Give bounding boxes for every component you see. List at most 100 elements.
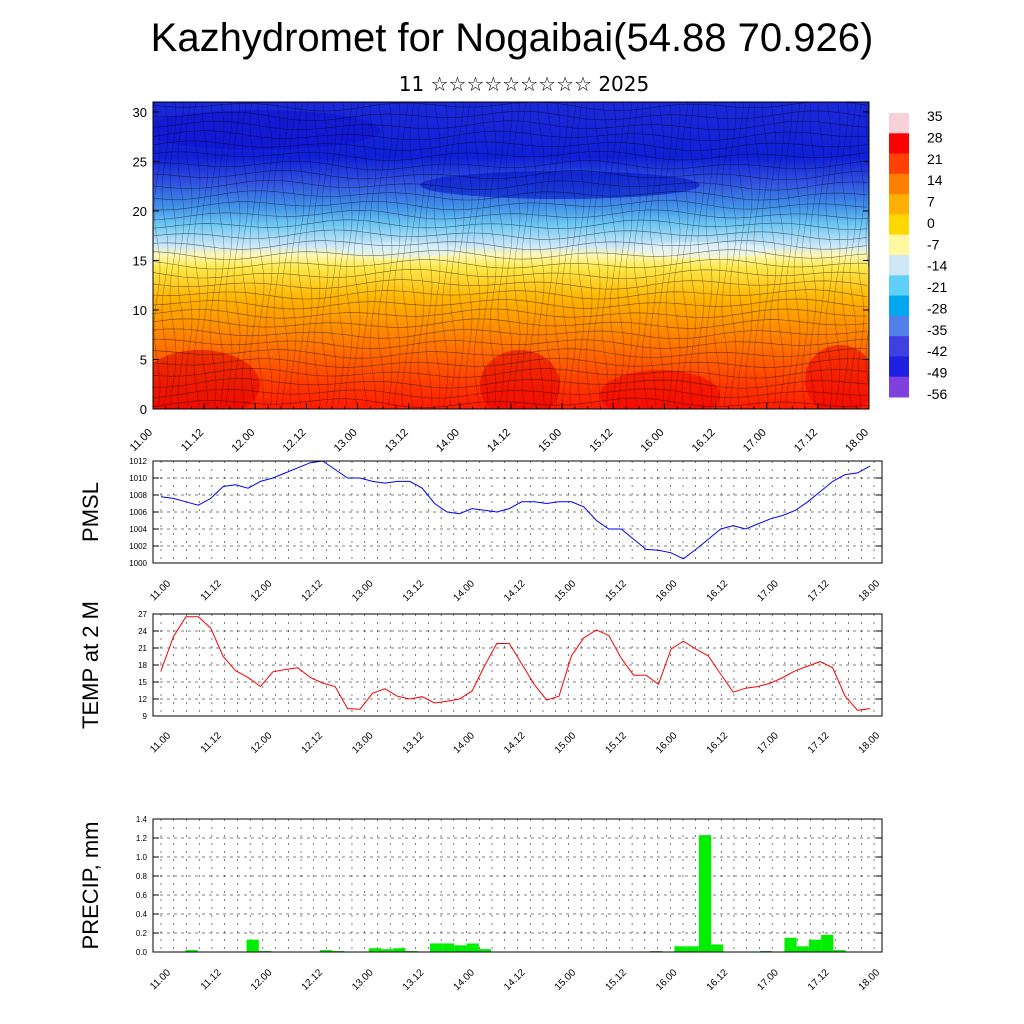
colorbar-swatch [889,315,909,337]
wind-streamline [153,110,868,121]
x-tick-label: 17.12 [806,730,832,756]
wind-streamline [153,289,868,300]
y-tick-label: 20 [133,204,147,219]
wind-barb-column [801,102,809,407]
heatmap-panel: 0 5 10 15 20 25 30 11.00 11.12 12.00 12.12 13.00 13… [128,101,871,455]
wind-barb-column [561,102,569,407]
precip-bar [185,950,198,952]
colorbar-swatch [889,113,909,134]
wind-barb-column [641,102,649,407]
colorbar-label: -14 [927,258,947,274]
wind-barb-column [769,102,777,407]
x-tick-label: 16.12 [705,967,731,993]
x-tick-label: 12.00 [249,578,275,604]
x-tick-label: 14.00 [434,427,462,455]
wind-barb-column [417,102,425,407]
wind-streamline [153,308,868,319]
x-tick-label: 12.00 [249,730,275,756]
wind-streamline [153,368,868,379]
y-tick-label: 1006 [129,508,147,517]
y-axis-title: PMSL [78,482,103,542]
precip-bar [784,937,797,952]
wind-barb-column [297,102,305,407]
x-tick-label: 13.00 [332,427,360,455]
colorbar-swatch [889,295,909,317]
wind-barb-column [401,102,409,407]
x-tick-label: 17.00 [755,578,781,604]
temp-panel: 9 12 15 18 21 24 27 11.00 11.12 12.00 12.12 13.00 13… [78,601,883,756]
wind-barb-column [705,102,713,406]
y-tick-label: 12 [138,695,147,704]
y-tick-label: 1000 [129,559,147,568]
colorbar-label: -56 [927,386,947,402]
precip-bar [319,950,333,952]
wind-streamline [153,318,868,329]
x-tick-label: 11.00 [148,578,173,603]
y-tick-label: 5 [140,352,147,367]
x-tick-label: 16.00 [654,730,680,756]
x-tick-label: 17.12 [806,578,832,604]
x-tick-label: 17.00 [741,427,769,455]
x-tick-label: 11.12 [179,427,206,454]
wind-barb-column [449,102,457,407]
y-tick-label: 1004 [129,525,147,534]
wind-streamline [153,160,868,171]
x-tick-label: 18.00 [857,967,883,993]
wind-barb-column [857,102,865,407]
colorbar-swatch [889,356,909,378]
wind-barb-column [337,102,345,407]
colorbar-swatch [889,336,909,357]
wind-streamline [153,170,868,180]
chart-title: Kazhydromet for Nogaibai(54.88 70.926) [150,16,874,60]
wind-barb-column [353,102,361,407]
wind-barb-column [321,102,329,407]
wind-barb-column [569,102,577,407]
x-tick-label: 15.00 [553,730,579,756]
wind-barb-column [257,102,265,407]
y-tick-label: 0 [140,402,147,417]
wind-barb-column [233,102,241,407]
x-tick-label: 14.00 [452,730,478,756]
x-tick-label: 11.12 [199,578,224,603]
wind-barb-column [345,102,353,407]
wind-barb-column [865,102,869,390]
colorbar-swatch [889,255,909,276]
colorbar-swatch [889,376,909,398]
wind-barb-column [753,102,761,407]
wind-barb-column [849,102,857,407]
x-tick-label: 12.12 [300,730,326,756]
y-tick-label: 21 [138,644,147,653]
precip-bar [711,944,724,952]
wind-barb-column [289,102,297,407]
precip-bar [393,948,406,952]
y-tick-label: 18 [138,661,147,670]
wind-streamline [153,219,868,230]
precip-bar [821,934,834,952]
wind-barb-column [217,102,225,407]
colorbar-label: 0 [927,215,935,231]
precip-bar [442,943,455,952]
wind-barb-column [329,102,337,407]
wind-barb-column [553,102,561,407]
wind-barb-column [825,102,833,407]
wind-barb-column [689,102,697,407]
x-tick-label: 14.12 [502,967,528,993]
wind-barb-column [609,102,617,407]
wind-streamline [153,180,868,191]
wind-barb-column [209,102,217,407]
wind-streamline [153,249,868,260]
colorbar-label: 21 [927,151,943,167]
wind-streamline [153,120,868,131]
x-tick-label: 13.00 [350,578,376,604]
wind-barb-column [369,102,377,407]
wind-barb-column [225,102,233,407]
wind-barb-column [545,102,553,407]
precip-bar [466,943,479,952]
y-tick-label: 1010 [129,474,147,483]
wind-barb-column [793,102,801,407]
wind-barb-column [537,102,545,407]
wind-streamline [153,358,868,368]
precip-bar [454,945,467,952]
y-tick-label: 1.2 [136,834,148,843]
wind-barb-column [241,102,249,407]
